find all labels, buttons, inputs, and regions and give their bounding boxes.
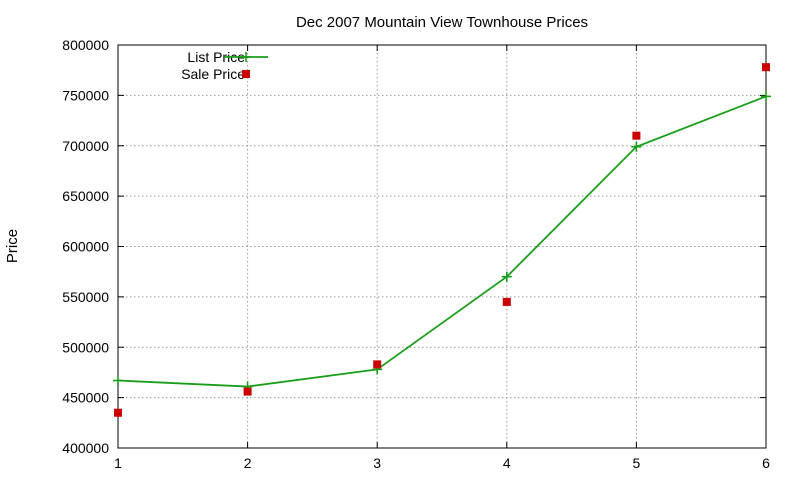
grid [118, 45, 766, 448]
y-tick-label: 800000 [62, 37, 109, 53]
y-tick-label: 600000 [62, 239, 109, 255]
x-tick-label: 1 [114, 455, 122, 471]
x-tick-label: 6 [762, 455, 770, 471]
legend-sample-list-price [224, 52, 268, 62]
y-tick-label: 750000 [62, 87, 109, 103]
tick-marks [117, 44, 767, 449]
data-point-sale-price [243, 387, 252, 396]
x-tick-label: 4 [503, 455, 511, 471]
legend-label-sale-price: Sale Price [181, 66, 245, 82]
series-layer [113, 63, 771, 417]
series-line-list-price [117, 95, 767, 388]
data-point-sale-price [373, 360, 382, 369]
y-tick-label: 500000 [62, 339, 109, 355]
data-point-list-price [631, 141, 642, 152]
legend-sample-sale-price [242, 70, 250, 78]
y-tick-labels: 400000 450000 500000 550000 600000 650000 7000… [62, 37, 109, 456]
legend-label-list-price: List Price [187, 49, 245, 65]
data-point-list-price [761, 91, 771, 102]
data-point-sale-price [762, 63, 770, 72]
x-tick-label: 2 [244, 455, 252, 471]
y-axis-label: Price [4, 229, 21, 263]
data-point-list-price [113, 375, 123, 386]
y-tick-label: 700000 [62, 138, 109, 154]
x-tick-label: 5 [633, 455, 641, 471]
x-tick-labels: 1 2 3 4 5 6 [114, 455, 770, 471]
legend-marker-sale-price [242, 70, 250, 78]
y-tick-label: 400000 [62, 440, 109, 456]
legend: List Price Sale Price [181, 49, 268, 82]
data-point-sale-price [114, 408, 122, 417]
legend-marker-list-price [241, 52, 251, 62]
x-tick-label: 3 [373, 455, 381, 471]
y-tick-label: 450000 [62, 390, 109, 406]
data-point-sale-price [632, 131, 641, 140]
data-point-sale-price [502, 297, 511, 306]
y-tick-label: 550000 [62, 289, 109, 305]
data-point-list-price [501, 271, 512, 282]
y-tick-label: 650000 [62, 188, 109, 204]
chart-title: Dec 2007 Mountain View Townhouse Prices [296, 14, 588, 31]
